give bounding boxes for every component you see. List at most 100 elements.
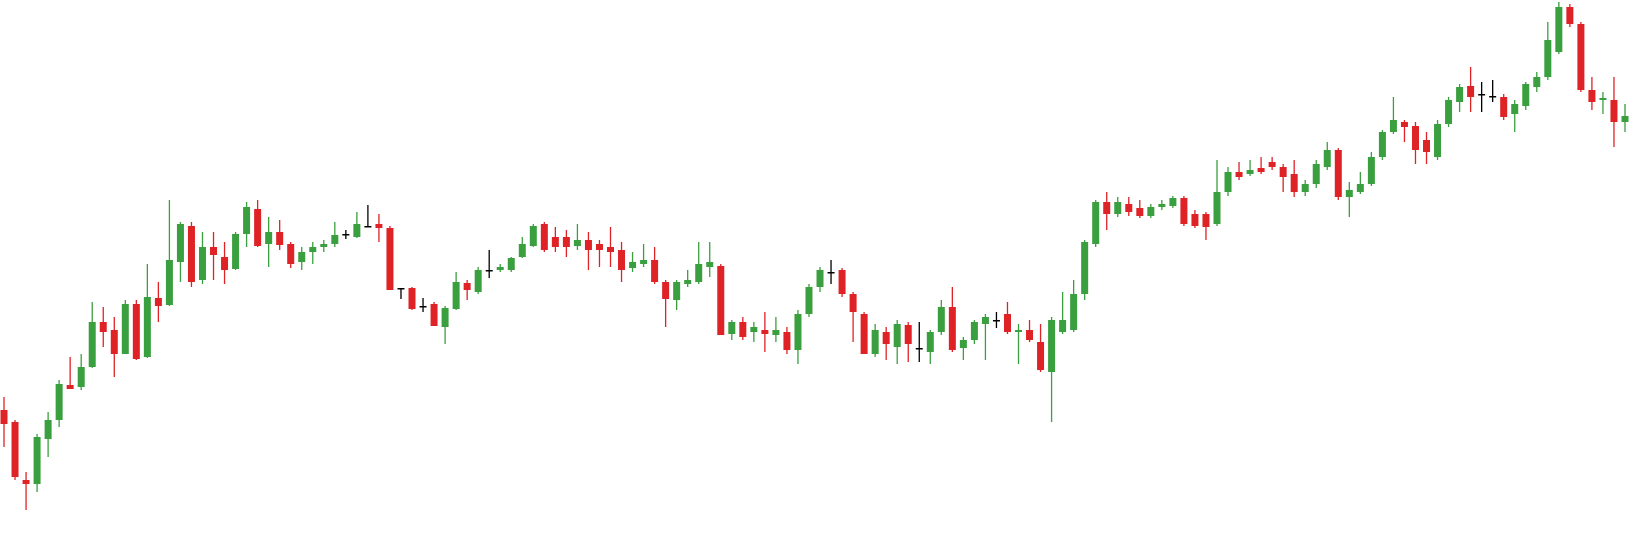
candle-body [342, 234, 350, 236]
candle-body [827, 272, 835, 274]
candle-body [893, 324, 901, 347]
candle-body [606, 247, 614, 252]
candle-body [992, 320, 1000, 322]
candle-body [529, 226, 537, 246]
candle-body [1621, 116, 1629, 122]
candle-body [441, 308, 449, 327]
candle-body [673, 282, 681, 300]
candle-body [1378, 132, 1386, 157]
candle-body [540, 224, 548, 250]
candle-body [981, 317, 989, 324]
candle-body [1511, 104, 1519, 114]
candle-body [1400, 122, 1408, 127]
candle-body [1467, 86, 1475, 97]
candle-body [121, 304, 129, 354]
candle-body [419, 306, 427, 308]
candle-body [551, 237, 559, 247]
candle-body [99, 322, 107, 332]
candle-body [1522, 84, 1530, 106]
candle-body [364, 226, 372, 228]
candle-body [210, 247, 218, 255]
candle-body [794, 314, 802, 350]
candle-body [1268, 162, 1276, 167]
candle-body [629, 262, 637, 268]
candle-body [132, 304, 140, 359]
candle-body [1092, 202, 1100, 244]
candle-body [1003, 314, 1011, 332]
candle-body [518, 244, 526, 257]
candle-body [474, 270, 482, 292]
candle-body [761, 330, 769, 334]
candle-body [662, 282, 670, 299]
candle-body [1081, 242, 1089, 294]
candle-body [651, 260, 659, 282]
candle-body [750, 327, 758, 332]
candle-body [882, 332, 890, 344]
candle-body [397, 288, 405, 290]
candle-body [110, 330, 118, 354]
candle-body [573, 240, 581, 246]
candle-body [684, 280, 692, 284]
candle-body [1147, 207, 1155, 216]
candle-body [22, 480, 30, 484]
candle-body [783, 332, 791, 350]
candle-body [562, 237, 570, 247]
candle-body [11, 422, 19, 477]
candle-body [165, 260, 173, 305]
candle-body [1169, 198, 1177, 206]
candle-body [904, 325, 912, 344]
candle-body [88, 322, 96, 367]
candle-body [1434, 124, 1442, 157]
candle-body [1478, 94, 1486, 96]
candle-body [1577, 24, 1585, 90]
candle-body [1026, 330, 1034, 340]
candle-body [331, 235, 339, 244]
candle-body [1533, 77, 1541, 87]
candle-body [1202, 214, 1210, 227]
candle-body [1456, 87, 1464, 102]
candle-body [1070, 294, 1078, 330]
candle-body [463, 283, 471, 290]
candle-body [728, 322, 736, 334]
candle-body [1235, 172, 1243, 177]
candle-body [1423, 140, 1431, 152]
candle-body [55, 384, 63, 420]
candle-body [926, 332, 934, 352]
candle-body [375, 224, 383, 228]
candle-body [1544, 40, 1552, 77]
candle-body [1257, 168, 1265, 172]
candle-body [805, 287, 813, 314]
candle-body [187, 226, 195, 282]
candle-body [309, 247, 317, 252]
candle-body [176, 224, 184, 262]
candle-body [1103, 202, 1111, 214]
candle-body [1180, 198, 1188, 224]
candle-body [1279, 167, 1287, 177]
candle-body [1500, 97, 1508, 117]
candle-body [1555, 7, 1563, 52]
candle-body [221, 257, 229, 270]
candle-body [1312, 164, 1320, 184]
candle-body [1114, 202, 1122, 214]
candle-body [1125, 204, 1133, 212]
candle-body [1389, 120, 1397, 132]
candle-body [618, 250, 626, 270]
candle-body [1356, 184, 1364, 192]
candle-body [1059, 320, 1067, 332]
candle-body [386, 228, 394, 290]
candle-body [66, 385, 74, 389]
candle-body [816, 270, 824, 287]
candle-body [198, 247, 206, 280]
candle-body [1290, 174, 1298, 192]
candle-body [77, 367, 85, 387]
candle-body [640, 260, 648, 264]
candle-body [937, 307, 945, 332]
candle-body [408, 288, 416, 309]
candle-body [243, 207, 251, 234]
candle-body [1334, 150, 1342, 197]
candle-body [860, 314, 868, 354]
candle-body [485, 270, 493, 272]
candle-body [265, 232, 273, 244]
